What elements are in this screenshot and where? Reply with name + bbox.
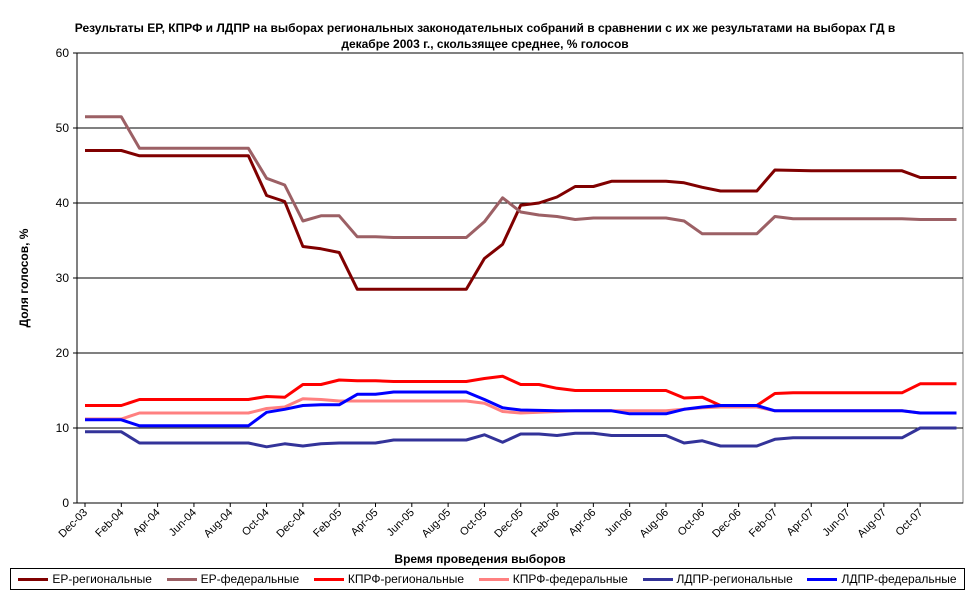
x-tick-label: Oct-04	[240, 507, 272, 539]
legend-label: КПРФ-федеральные	[512, 572, 628, 586]
x-tick-label: Aug-05	[420, 507, 454, 541]
x-tick-label: Jun-06	[603, 507, 635, 539]
legend-item: ЛДПР-региональные	[642, 572, 793, 586]
y-tick-label: 60	[56, 46, 70, 60]
y-tick-label: 20	[56, 346, 70, 360]
x-tick-label: Feb-07	[747, 507, 780, 540]
y-tick-label: 10	[56, 421, 70, 435]
x-tick-label: Dec-03	[57, 507, 91, 541]
chart-title: Результаты ЕР, КПРФ и ЛДПР на выборах ре…	[74, 21, 896, 51]
x-tick-label: Jun-04	[167, 507, 199, 539]
x-tick-label: Aug-06	[638, 507, 672, 541]
legend-swatch	[807, 577, 838, 581]
x-tick-label: Feb-04	[93, 507, 126, 540]
x-tick-label: Aug-04	[202, 507, 236, 541]
x-tick-label: Oct-05	[458, 507, 490, 539]
legend-swatch	[166, 577, 197, 581]
legend-label: ЕР-региональные	[52, 572, 152, 586]
legend-item: ЕР-федеральные	[166, 572, 300, 586]
legend-swatch	[313, 577, 344, 581]
y-tick-label: 50	[56, 121, 70, 135]
x-tick-label: Dec-06	[710, 507, 744, 541]
legend-swatch	[18, 577, 49, 581]
legend-label: ЛДПР-региональные	[676, 572, 793, 586]
legend-swatch	[642, 577, 673, 581]
legend-label: ЕР-федеральные	[200, 572, 300, 586]
x-tick-label: Oct-06	[676, 507, 708, 539]
x-tick-label: Apr-07	[785, 507, 817, 539]
series-line	[85, 426, 957, 449]
legend-item: ЕР-региональные	[18, 572, 152, 586]
x-tick-label: Aug-07	[855, 507, 889, 541]
x-tick-label: Apr-05	[349, 507, 381, 539]
y-tick-label: 40	[56, 196, 70, 210]
series-line	[85, 374, 957, 407]
y-tick-label: 0	[62, 496, 69, 510]
x-tick-label: Feb-05	[311, 507, 344, 540]
x-tick-label: Feb-06	[529, 507, 562, 540]
legend-swatch	[478, 577, 509, 581]
legend-label: ЛДПР-федеральные	[841, 572, 957, 586]
series-line	[85, 149, 957, 291]
x-tick-label: Jun-07	[820, 507, 852, 539]
x-tick-label: Oct-07	[893, 507, 925, 539]
series-line	[85, 390, 957, 428]
legend-item: ЛДПР-федеральные	[807, 572, 957, 586]
x-tick-label: Apr-06	[567, 507, 599, 539]
legend: ЕР-региональные ЕР-федеральные КПРФ-регион…	[10, 568, 965, 590]
y-axis-label: Доля голосов, %	[17, 228, 31, 327]
y-tick-label: 30	[56, 271, 70, 285]
x-axis-label: Время проведения выборов	[394, 552, 565, 566]
x-tick-label: Jun-05	[385, 507, 417, 539]
x-tick-label: Dec-05	[492, 507, 526, 541]
x-tick-label: Apr-04	[131, 507, 163, 539]
legend-item: КПРФ-региональные	[313, 572, 465, 586]
x-tick-label: Dec-04	[274, 507, 308, 541]
legend-item: КПРФ-федеральные	[478, 572, 628, 586]
series-line	[85, 115, 957, 239]
legend-label: КПРФ-региональные	[347, 572, 465, 586]
